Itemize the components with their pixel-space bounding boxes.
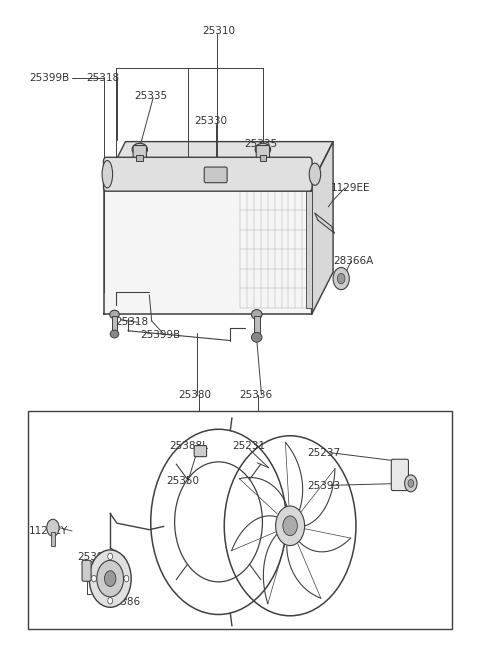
Bar	[306, 191, 312, 308]
Circle shape	[92, 575, 96, 582]
Text: 25336: 25336	[239, 390, 272, 400]
Text: 25335: 25335	[244, 139, 277, 149]
Ellipse shape	[110, 310, 119, 319]
Circle shape	[276, 506, 305, 546]
Bar	[28, 411, 452, 629]
Bar	[260, 155, 266, 161]
Ellipse shape	[132, 143, 147, 156]
Text: 25386: 25386	[108, 597, 141, 607]
Ellipse shape	[110, 330, 119, 338]
Text: 25399B: 25399B	[141, 330, 181, 341]
Circle shape	[405, 475, 417, 492]
Text: 25330: 25330	[195, 117, 228, 126]
FancyBboxPatch shape	[391, 459, 408, 491]
Bar	[254, 316, 260, 337]
Bar	[51, 532, 55, 546]
Text: 1129EE: 1129EE	[331, 183, 370, 193]
Circle shape	[337, 273, 345, 284]
Circle shape	[283, 516, 297, 536]
Ellipse shape	[252, 332, 262, 342]
Text: 25310: 25310	[202, 26, 235, 36]
Text: 25318: 25318	[115, 317, 148, 328]
Ellipse shape	[252, 310, 262, 320]
Circle shape	[408, 479, 414, 487]
Text: 25350: 25350	[166, 476, 199, 486]
Bar	[112, 316, 117, 334]
FancyBboxPatch shape	[256, 145, 270, 157]
Text: 25237: 25237	[307, 448, 340, 458]
FancyBboxPatch shape	[104, 157, 312, 191]
Circle shape	[97, 560, 123, 597]
Ellipse shape	[255, 143, 271, 156]
FancyBboxPatch shape	[194, 445, 206, 457]
Text: 28366A: 28366A	[333, 256, 373, 266]
Text: 1129EY: 1129EY	[29, 526, 68, 536]
FancyBboxPatch shape	[133, 145, 146, 157]
FancyBboxPatch shape	[204, 167, 227, 183]
Text: 25318: 25318	[86, 73, 120, 83]
Text: 25231: 25231	[232, 441, 265, 451]
Polygon shape	[104, 141, 333, 184]
Text: 25335: 25335	[134, 91, 167, 101]
Circle shape	[333, 267, 349, 290]
Circle shape	[108, 597, 113, 604]
Ellipse shape	[102, 160, 113, 188]
Bar	[136, 155, 143, 161]
Text: 25380: 25380	[178, 390, 211, 400]
Circle shape	[89, 550, 131, 607]
Text: 25388L: 25388L	[169, 441, 208, 451]
Circle shape	[47, 519, 59, 536]
Polygon shape	[104, 184, 312, 314]
Polygon shape	[312, 141, 333, 314]
Text: 25395: 25395	[77, 552, 110, 562]
Circle shape	[105, 571, 116, 586]
Text: 25399B: 25399B	[29, 73, 69, 83]
Circle shape	[108, 553, 113, 559]
FancyBboxPatch shape	[82, 560, 91, 581]
Circle shape	[124, 575, 129, 582]
Text: 25393: 25393	[307, 481, 340, 491]
Ellipse shape	[309, 163, 321, 185]
